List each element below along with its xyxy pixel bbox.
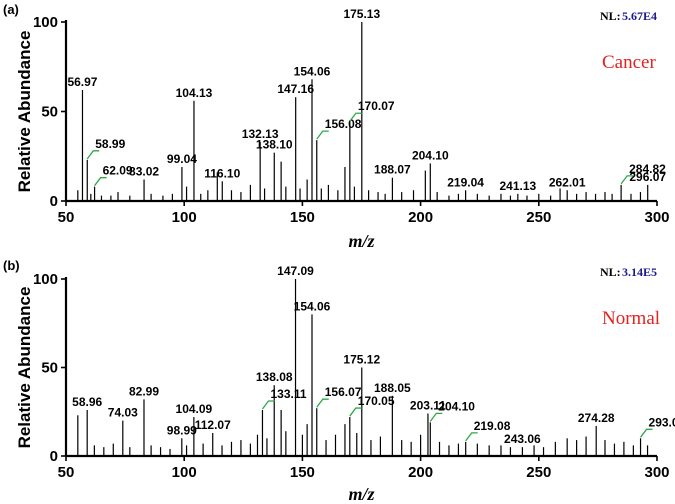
peak-label-leader [261,400,275,410]
y-axis-label: Relative Abundance [15,287,34,449]
x-tick-label: 300 [644,464,669,481]
sample-label: Cancer [602,52,656,73]
peak-label: 62.09 [103,164,133,178]
peak-label: 262.01 [549,175,586,189]
peak-label: 154.06 [294,64,331,78]
peak-label-leader [349,112,362,122]
y-tick-label: 100 [33,14,58,31]
peak-label: 83.02 [129,165,159,179]
x-tick-label: 50 [58,209,75,226]
panel-label: (b) [3,258,20,273]
peak-label-leader [316,398,329,408]
x-tick-label: 250 [526,464,551,481]
peak-label: 219.04 [447,175,484,189]
normalization-level-value: 5.67E4 [622,9,657,23]
peak-label: 170.05 [358,394,395,408]
peak-label-leader [640,428,653,438]
peak-label: 58.96 [72,395,102,409]
peak-label: 188.07 [374,163,411,177]
peak-label: 74.03 [108,406,138,420]
x-axis-label: m/z [348,484,374,504]
peak-label: 98.99 [167,423,197,437]
peak-label: 56.97 [67,75,97,89]
x-tick-label: 250 [526,209,551,226]
x-tick-label: 50 [58,464,75,481]
x-axis-label: m/z [348,231,374,251]
normalization-level-label: NL: [600,9,621,23]
x-tick-label: 150 [290,209,315,226]
peak-label: 132.13 [242,127,279,141]
peak-label: 104.13 [176,86,213,100]
y-tick-label: 50 [41,104,58,121]
y-tick-label: 100 [33,271,58,288]
peak-label-leader [349,407,362,417]
peak-label: 203.11 [410,399,446,413]
peak-label: 204.10 [412,148,449,162]
peak-label: 147.09 [277,264,314,278]
x-tick-label: 300 [644,209,669,226]
peak-label: 175.13 [343,7,380,21]
peak-label-leader [86,150,100,160]
y-tick-label: 0 [50,193,58,210]
peak-label-leader [465,432,478,442]
x-tick-label: 100 [172,464,197,481]
peak-label: 82.99 [129,384,159,398]
y-tick-label: 0 [50,448,58,465]
peak-label: 99.04 [167,152,197,166]
peak-label: 293.04 [649,415,675,429]
peak-label: 133.11 [270,387,306,401]
y-axis-label: Relative Abundance [15,31,34,193]
sample-label: Normal [602,308,660,329]
x-tick-label: 100 [172,209,197,226]
peak-label: 58.99 [95,137,125,151]
peak-label-leader [316,130,329,140]
panel-label: (a) [3,2,19,17]
normalization-level-value: 3.14E5 [622,265,657,279]
peak-label-leader [620,175,634,185]
peak-label: 296.07 [629,170,666,184]
peak-label: 147.16 [277,82,314,96]
x-tick-label: 200 [408,209,433,226]
peak-label: 170.07 [358,99,395,113]
peak-label-leader [94,177,107,187]
peak-label: 241.13 [499,179,536,193]
peak-label: 154.06 [294,299,331,313]
peak-label: 175.12 [343,353,380,367]
peak-label: 112.07 [195,418,231,432]
peak-label: 116.10 [204,166,240,180]
peak-label: 156.07 [325,385,362,399]
peak-label: 274.28 [578,411,615,425]
y-tick-label: 50 [41,360,58,377]
x-tick-label: 150 [290,464,315,481]
peak-label: 156.08 [325,117,362,131]
peak-label: 243.06 [504,432,541,446]
peak-label: 138.08 [256,370,293,384]
peak-label: 104.09 [176,402,213,416]
peak-label: 204.10 [438,399,475,413]
peak-label: 138.10 [256,138,293,152]
x-tick-label: 200 [408,464,433,481]
peak-label-leader [429,412,443,422]
peak-label: 219.08 [474,419,511,433]
peak-label: 284.82 [629,162,666,176]
normalization-level-label: NL: [600,265,621,279]
peak-label: 188.05 [374,381,411,395]
